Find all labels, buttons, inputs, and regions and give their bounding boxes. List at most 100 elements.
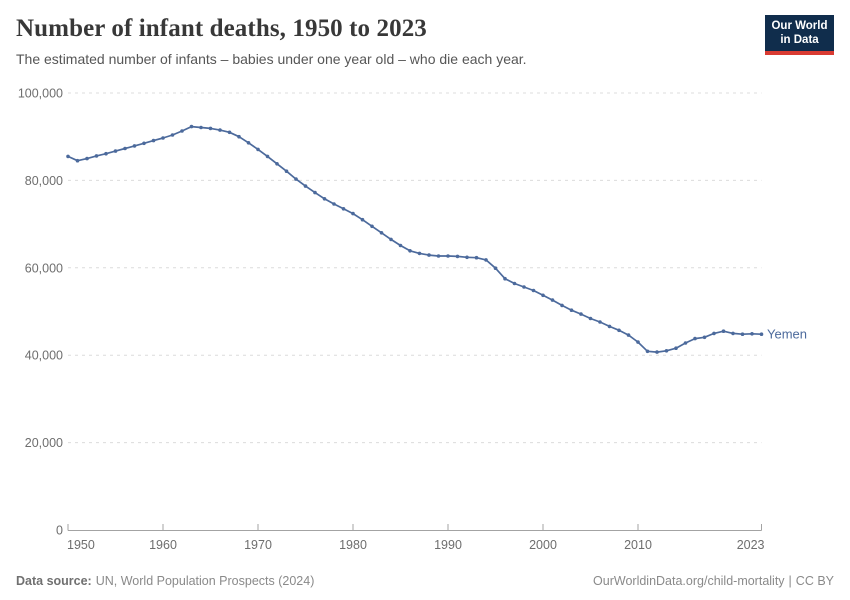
data-point-marker[interactable] [303,184,308,188]
data-point-marker[interactable] [132,144,137,148]
data-point-marker[interactable] [617,328,621,333]
data-point-marker[interactable] [113,149,118,153]
series-line-yemen[interactable] [67,125,763,353]
data-point-marker[interactable] [503,276,507,281]
data-point-marker[interactable] [123,146,127,151]
data-point-marker[interactable] [750,332,754,336]
data-point-marker[interactable] [151,138,156,143]
data-point-marker[interactable] [351,211,355,216]
data-point-marker[interactable] [66,154,70,159]
y-tick-label: 0 [56,524,63,538]
chart-footer: Data source: UN, World Population Prospec… [16,574,834,588]
data-point-marker[interactable] [522,285,526,289]
data-point-marker[interactable] [427,253,431,257]
data-point-marker[interactable] [512,281,517,286]
data-point-marker[interactable] [721,329,726,334]
x-tick-label: 1990 [434,538,462,552]
data-point-marker[interactable] [237,134,241,139]
data-point-marker[interactable] [626,333,631,337]
data-point-marker[interactable] [541,293,545,298]
data-point-marker[interactable] [256,147,260,152]
data-point-marker[interactable] [398,243,403,248]
data-point-marker[interactable] [531,288,536,293]
data-point-marker[interactable] [693,336,697,341]
data-point-marker[interactable] [85,156,89,161]
data-point-marker[interactable] [408,249,412,253]
x-tick-label: 2010 [624,538,652,552]
data-point-marker[interactable] [731,331,735,336]
x-tick-label: 2023 [737,538,765,552]
data-point-marker[interactable] [436,254,441,258]
data-point-marker[interactable] [569,308,574,313]
data-point-marker[interactable] [550,298,555,302]
data-point-marker[interactable] [275,162,279,166]
y-tick-label: 60,000 [25,261,63,275]
data-source: Data source: UN, World Population Prospec… [16,574,314,588]
canonical-link[interactable]: OurWorldinData.org/child-mortality [593,574,785,588]
data-point-marker[interactable] [674,346,678,351]
data-point-marker[interactable] [607,324,612,329]
data-point-marker[interactable] [294,177,298,181]
y-tick-label: 100,000 [18,87,63,101]
data-point-marker[interactable] [712,331,716,336]
data-point-marker[interactable] [379,231,384,235]
data-point-marker[interactable] [389,237,393,242]
entity-label[interactable]: Yemen [767,327,807,342]
data-point-marker[interactable] [560,303,564,308]
chart-header: Number of infant deaths, 1950 to 2023 Th… [16,14,834,68]
data-point-marker[interactable] [588,316,593,321]
data-point-marker[interactable] [246,141,251,145]
data-point-marker[interactable] [740,332,745,337]
data-point-marker[interactable] [484,258,488,262]
data-point-marker[interactable] [161,136,165,140]
data-point-marker[interactable] [180,129,184,133]
data-point-marker[interactable] [104,151,108,156]
x-tick-label: 1970 [244,538,272,552]
data-point-marker[interactable] [417,251,422,256]
data-point-marker[interactable] [170,133,175,137]
data-point-marker[interactable] [75,158,80,163]
data-point-marker[interactable] [759,332,764,337]
owid-logo[interactable]: Our World in Data [765,15,834,55]
data-point-marker[interactable] [265,154,270,159]
data-point-marker[interactable] [465,255,469,260]
y-tick-label: 80,000 [25,174,63,188]
data-point-marker[interactable] [189,124,194,129]
x-tick-label: 1960 [149,538,177,552]
data-point-marker[interactable] [702,335,707,340]
data-point-marker[interactable] [199,125,203,130]
data-point-marker[interactable] [360,217,365,222]
data-point-marker[interactable] [446,254,450,258]
logo-text-line2: in Data [780,33,819,46]
data-point-marker[interactable] [227,130,232,135]
data-point-marker[interactable] [313,190,317,195]
x-tick-label: 1950 [67,538,95,552]
page-title: Number of infant deaths, 1950 to 2023 [16,15,427,42]
data-point-marker[interactable] [455,254,460,259]
data-source-label: Data source: [16,574,92,588]
data-point-marker[interactable] [208,126,213,131]
data-point-marker[interactable] [683,341,688,345]
y-tick-label: 20,000 [25,436,63,450]
data-point-marker[interactable] [655,350,659,354]
data-point-marker[interactable] [322,197,327,201]
data-point-marker[interactable] [370,224,374,229]
license-link[interactable]: CC BY [795,574,834,588]
data-point-marker[interactable] [579,312,583,316]
data-point-marker[interactable] [598,320,602,324]
data-point-marker[interactable] [284,169,289,173]
data-point-marker[interactable] [493,266,498,271]
y-tick-label: 40,000 [25,349,63,363]
data-point-marker[interactable] [341,207,346,211]
logo-text-line1: Our World [771,20,828,32]
data-point-marker[interactable] [94,154,99,158]
data-point-marker[interactable] [218,128,222,132]
data-point-marker[interactable] [664,349,669,353]
data-point-marker[interactable] [636,340,640,344]
data-point-marker[interactable] [142,141,146,146]
data-point-marker[interactable] [645,349,650,354]
data-point-marker[interactable] [474,255,479,260]
data-point-marker[interactable] [332,202,336,206]
